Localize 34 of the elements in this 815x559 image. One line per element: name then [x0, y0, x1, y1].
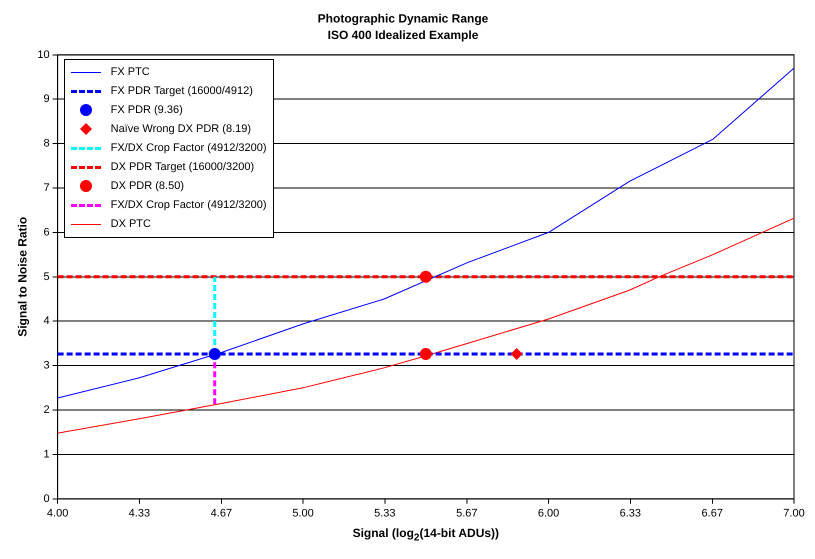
x-tick-label: 4.33 — [128, 507, 150, 520]
y-tick-label: 10 — [37, 48, 50, 61]
y-axis-title: Signal to Noise Ratio — [16, 216, 30, 337]
y-tick-label: 0 — [44, 492, 50, 505]
legend-label: FX PDR (9.36) — [110, 104, 183, 116]
x-tick-label: 6.33 — [620, 507, 641, 520]
x-tick-label: 7.00 — [783, 507, 805, 520]
chart-subtitle: ISO 400 Idealized Example — [328, 28, 479, 42]
x-tick-label: 5.67 — [456, 507, 478, 520]
legend-label: Naïve Wrong DX PDR (8.19) — [110, 123, 252, 136]
legend-label: DX PDR Target (16000/3200) — [110, 161, 254, 174]
x-tick-label: 5.33 — [374, 507, 396, 520]
y-tick-label: 1 — [44, 448, 50, 460]
x-tick-label: 5.00 — [292, 507, 314, 520]
legend-label: FX/DX Crop Factor (4912/3200) — [110, 142, 267, 154]
legend-label: FX/DX Crop Factor (4912/3200) — [110, 199, 267, 212]
y-tick-label: 8 — [44, 138, 50, 150]
y-tick-label: 6 — [44, 226, 50, 238]
y-tick-label: 9 — [44, 93, 50, 106]
x-tick-label: 6.67 — [702, 507, 723, 520]
x-axis-title: Signal (log$_{2}$(14-bit ADUs)) — [352, 526, 500, 544]
y-tick-label: 5 — [44, 270, 50, 283]
x-tick-label: 4.67 — [210, 507, 232, 520]
x-tick-label: 6.00 — [538, 507, 560, 520]
y-tick-label: 3 — [44, 360, 50, 372]
legend-label: FX PTC — [110, 66, 150, 78]
legend-label: FX PDR Target (16000/4912) — [110, 85, 253, 98]
y-tick-label: 4 — [44, 315, 50, 328]
legend-label: DX PDR (8.50) — [110, 180, 184, 192]
x-tick-label: 4.00 — [46, 507, 68, 520]
y-tick-label: 2 — [44, 404, 50, 416]
y-tick-label: 7 — [44, 182, 50, 194]
chart-title: Photographic Dynamic Range — [318, 12, 489, 26]
legend-label: DX PTC — [110, 218, 151, 230]
